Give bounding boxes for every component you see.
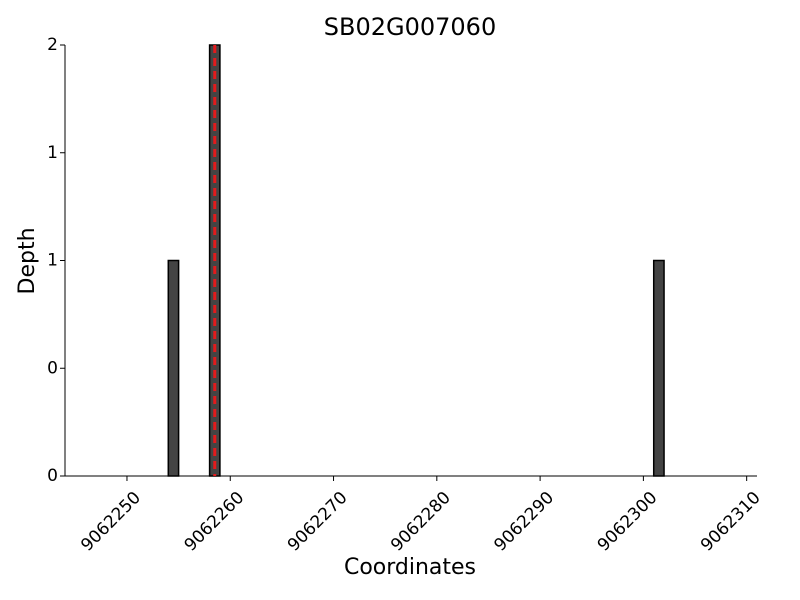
y-tick-label: 1 [47,143,58,163]
x-tick-label: 9062270 [284,488,352,556]
x-tick-label: 9062280 [387,488,455,556]
bar [167,259,180,477]
y-axis-label: Depth [15,227,40,294]
bar [652,259,665,477]
x-tick-label: 9062310 [697,488,765,556]
x-tick-label: 9062260 [181,488,249,556]
x-axis-label: Coordinates [344,555,476,580]
y-tick-label: 0 [47,358,58,378]
y-tick-label: 1 [47,251,58,271]
y-tick-label: 2 [47,35,58,55]
x-tick-label: 9062290 [490,488,558,556]
chart-title: SB02G007060 [324,13,496,41]
y-tick-label: 0 [47,466,58,486]
x-tick-label: 9062300 [594,488,662,556]
x-tick-label: 9062250 [77,488,145,556]
